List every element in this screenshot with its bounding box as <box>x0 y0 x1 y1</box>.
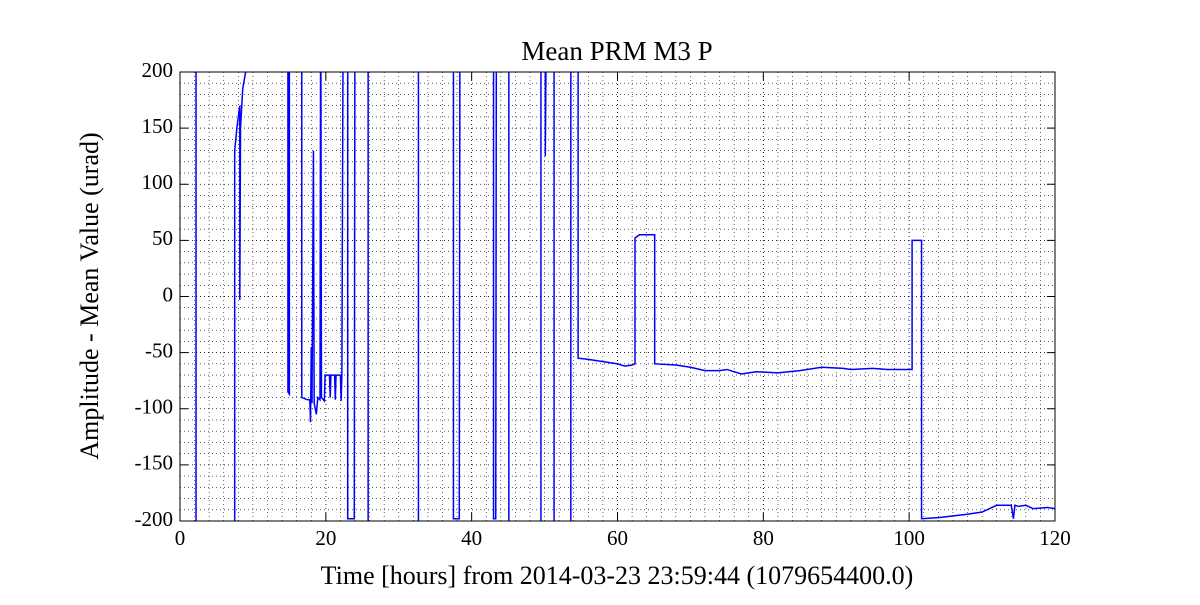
plot-area <box>195 72 1055 521</box>
y-tick-label: 150 <box>142 114 174 138</box>
x-tick-label: 40 <box>461 526 482 550</box>
x-tick-label: 0 <box>175 526 186 550</box>
y-tick-label: -50 <box>145 338 173 362</box>
x-tick-label: 60 <box>607 526 628 550</box>
axes: 0 20 40 60 80 100 120 -200 -150 -100 -50 0 50 100 150 2… <box>135 58 1071 550</box>
y-tick-label: 50 <box>152 226 173 250</box>
chart-title: Mean PRM M3 P <box>521 36 712 66</box>
x-tick-label: 20 <box>315 526 336 550</box>
grid <box>179 71 1056 522</box>
data-line <box>195 72 1055 521</box>
y-tick-label: 200 <box>142 58 174 82</box>
y-tick-label: -100 <box>135 395 174 419</box>
y-tick-label: 100 <box>142 170 174 194</box>
x-tick-label: 80 <box>753 526 774 550</box>
plot-frame <box>179 71 1056 522</box>
y-tick-label: 0 <box>163 282 174 306</box>
y-axis-label: Amplitude - Mean Value (urad) <box>75 132 104 459</box>
y-tick-label: -200 <box>135 507 174 531</box>
y-tick-label: -150 <box>135 451 174 475</box>
x-tick-label: 100 <box>893 526 925 550</box>
x-tick-label: 120 <box>1039 526 1071 550</box>
x-axis-label: Time [hours] from 2014-03-23 23:59:44 (1… <box>321 561 914 590</box>
